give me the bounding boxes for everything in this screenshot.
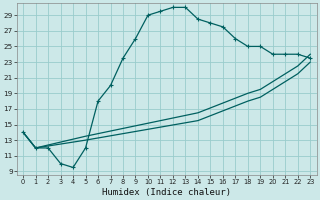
X-axis label: Humidex (Indice chaleur): Humidex (Indice chaleur) [102,188,231,197]
